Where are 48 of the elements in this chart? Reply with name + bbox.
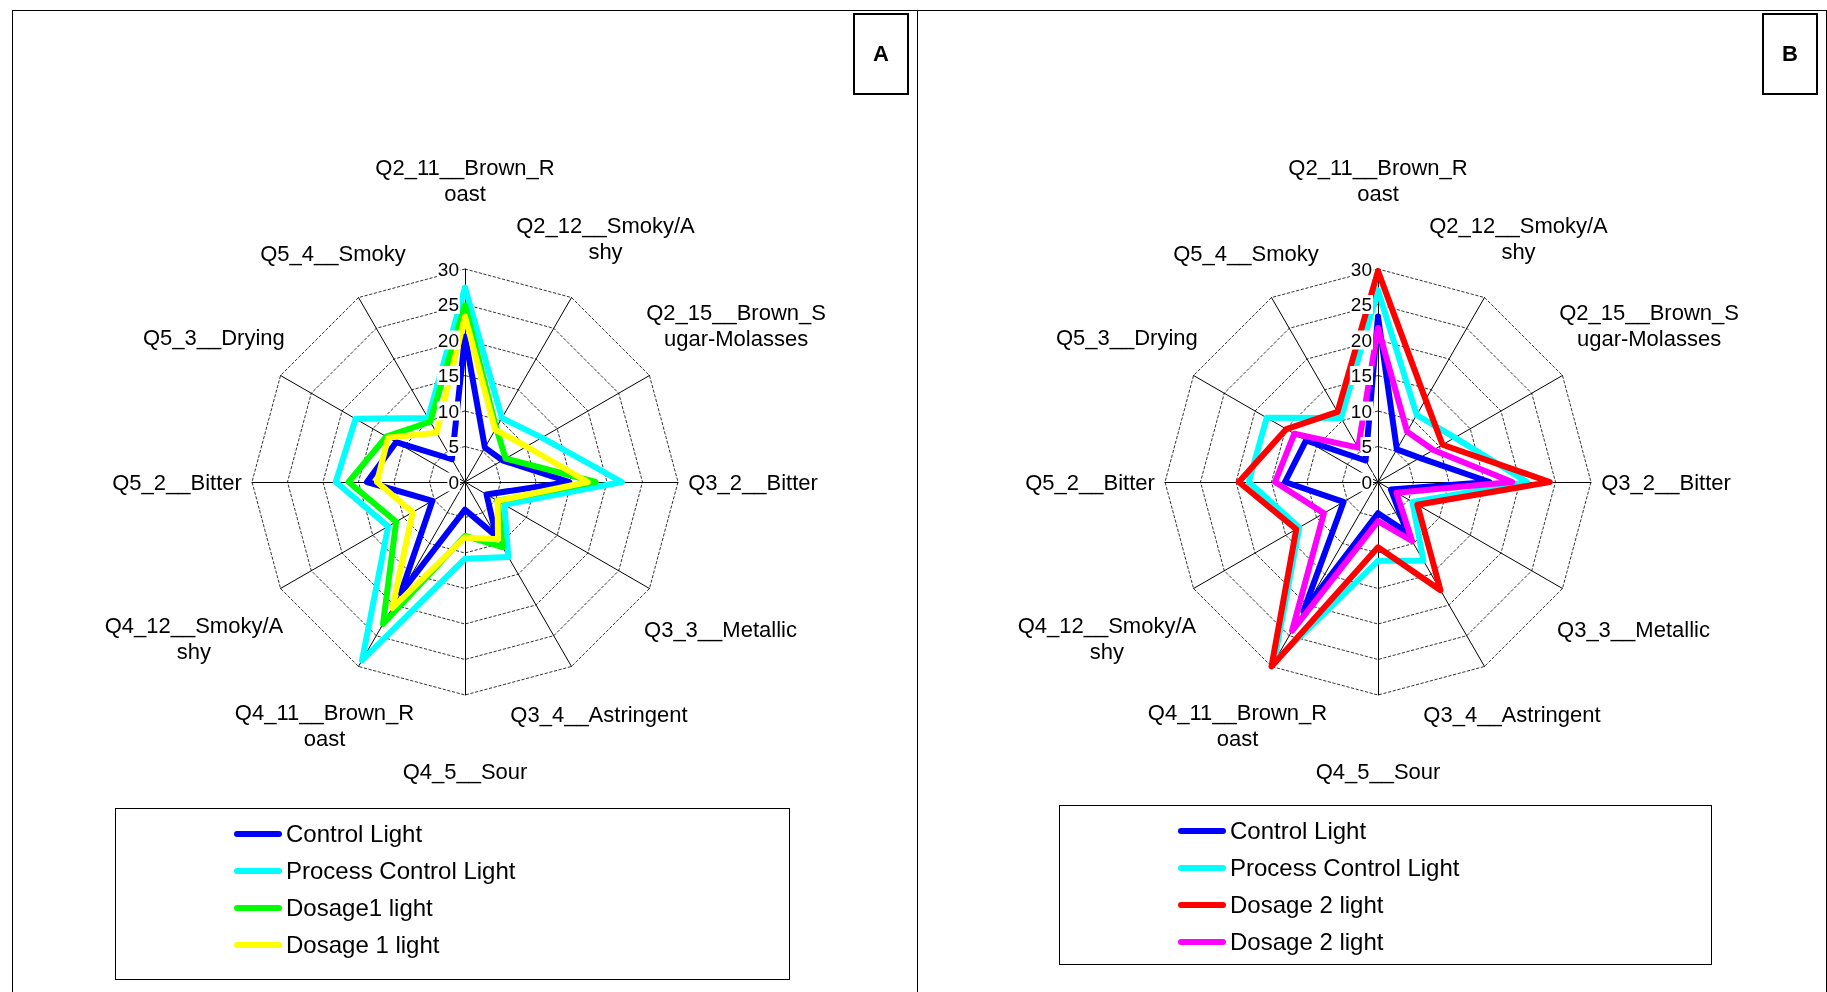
spoke-label: Q3_3__Metallic <box>1557 617 1710 642</box>
legend-label: Dosage1 light <box>286 893 433 922</box>
spoke-label: Q3_3__Metallic <box>644 617 797 642</box>
text: A <box>853 13 909 95</box>
y-tick-label: 30 <box>1350 258 1372 280</box>
legend-label: Process Control Light <box>1230 853 1460 882</box>
y-tick-label: 20 <box>437 329 459 351</box>
y-tick-label: 30 <box>437 258 459 280</box>
spoke-label: Q3_4__Astringent <box>510 701 688 727</box>
spoke-label: Q2_11__Brown_Roast <box>375 154 555 206</box>
y-tick-label: 5 <box>448 436 459 457</box>
spoke-label: Q5_2__Bitter <box>112 469 242 495</box>
legend-label: Process Control Light <box>286 856 516 885</box>
legend-label: Dosage 2 light <box>1230 890 1384 919</box>
legend-label: Dosage 1 light <box>286 930 440 959</box>
legend-label: Control Light <box>286 819 423 848</box>
spoke-label: Q5_4__Smoky <box>1173 240 1319 266</box>
spoke-label: Q5_3__Drying <box>142 324 285 350</box>
spoke-label: Q4_5__Sour <box>402 758 528 784</box>
y-tick-label: 5 <box>1361 436 1372 457</box>
spoke-label: Q3_2__Bitter <box>688 469 818 495</box>
legend-label: Control Light <box>1230 816 1367 845</box>
spoke-label: Q2_12__Smoky/Ashy <box>1429 213 1609 265</box>
y-tick-label: 25 <box>437 294 459 315</box>
y-tick-label: 15 <box>437 365 459 386</box>
spoke-label: Q2_15__Brown_Sugar-Molasses <box>1559 300 1739 351</box>
y-tick-label: 10 <box>437 400 459 422</box>
spoke-label: Q4_12__Smoky/Ashy <box>1017 613 1197 664</box>
y-tick-label: 10 <box>1350 400 1372 422</box>
y-tick-label: 15 <box>1350 365 1372 386</box>
spoke-label: Q4_11__Brown_Roast <box>1147 699 1328 751</box>
spoke-label: Q4_12__Smoky/Ashy <box>104 613 284 664</box>
spoke-label: Q4_5__Sour <box>1315 758 1441 784</box>
text: B <box>1762 13 1818 95</box>
spoke-label: Q5_2__Bitter <box>1025 469 1155 495</box>
spoke-label: Q2_12__Smoky/Ashy <box>516 213 696 265</box>
spoke-label: Q3_2__Bitter <box>1601 469 1731 495</box>
spoke-label: Q2_15__Brown_Sugar-Molasses <box>646 300 826 351</box>
y-tick-label: 20 <box>1350 329 1372 351</box>
spoke-label: Q3_4__Astringent <box>1423 701 1601 727</box>
spoke-label: Q2_11__Brown_Roast <box>1288 154 1468 206</box>
y-tick-label: 0 <box>1361 471 1372 493</box>
y-tick-label: 0 <box>448 471 459 493</box>
spoke-label: Q5_4__Smoky <box>260 240 406 266</box>
spoke-label: Q4_11__Brown_Roast <box>234 699 415 751</box>
spoke-label: Q5_3__Drying <box>1055 324 1198 350</box>
legend-label: Dosage 2 light <box>1230 927 1384 956</box>
y-tick-label: 25 <box>1350 294 1372 315</box>
